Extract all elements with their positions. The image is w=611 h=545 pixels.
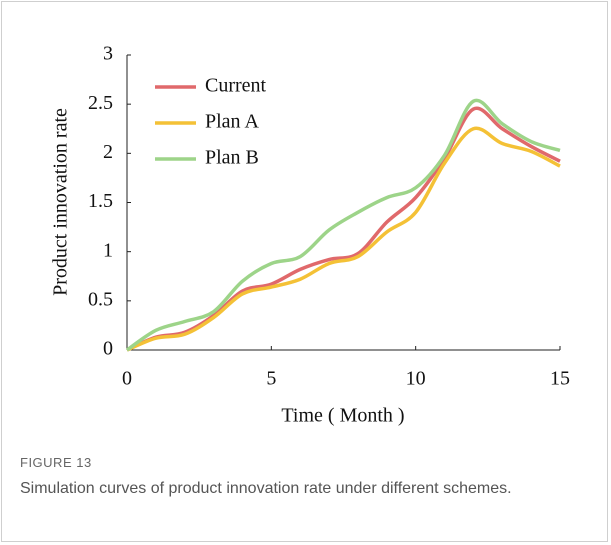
legend-label: Current [205, 75, 267, 97]
y-tick-label: 0.5 [88, 288, 113, 310]
line-series [125, 98, 561, 352]
y-tick-label: 0 [103, 338, 113, 360]
line-series [126, 106, 561, 352]
chart: Time ( Month ) Product innovation rate 0… [50, 43, 570, 427]
y-tick-label: 1.5 [88, 190, 113, 212]
line-series [126, 126, 561, 352]
x-tick-label: 0 [122, 368, 132, 390]
figure-caption: Simulation curves of product innovation … [20, 480, 512, 497]
legend-label: Plan B [205, 147, 259, 169]
y-axis-label: Product innovation rate [50, 108, 72, 296]
y-tick-label: 1 [103, 239, 113, 261]
legend-label: Plan A [205, 111, 259, 133]
y-tick-label: 2 [103, 141, 113, 163]
y-tick-label: 3 [103, 43, 113, 65]
x-tick-label: 15 [550, 368, 570, 390]
x-tick-label: 10 [406, 368, 426, 390]
x-tick-label: 5 [266, 368, 276, 390]
x-axis-label: Time ( Month ) [281, 405, 404, 427]
figure-label: FIGURE 13 [20, 455, 92, 470]
y-tick-label: 2.5 [88, 92, 113, 114]
